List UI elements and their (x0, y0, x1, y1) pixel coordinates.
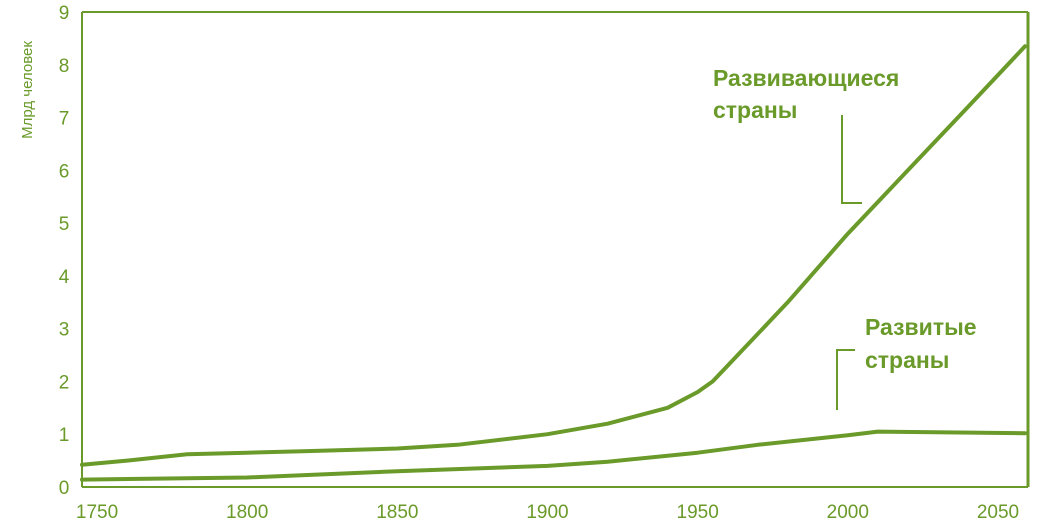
x-tick-label: 1800 (226, 502, 268, 523)
y-tick-label: 8 (59, 56, 70, 77)
y-tick-label: 4 (59, 267, 70, 288)
y-tick-label: 9 (59, 3, 70, 24)
series-label-developing-line2: страны (713, 97, 797, 123)
label-developing: Развивающиеся страны (713, 65, 899, 204)
axes (81, 11, 1030, 488)
series-label-developed-line1: Развитые (865, 314, 977, 340)
label-leader-developing (841, 115, 862, 204)
x-tick-label: 1750 (76, 502, 118, 523)
x-tick-label: 1950 (677, 502, 719, 523)
y-tick-labels: 0 1 2 3 4 5 6 7 8 9 (59, 3, 70, 499)
series-line-developing (80, 44, 1027, 467)
y-tick-label: 0 (59, 478, 70, 499)
series-lines (80, 44, 1027, 482)
y-tick-label: 6 (59, 161, 70, 182)
x-tick-label: 2000 (827, 502, 869, 523)
y-tick-label: 2 (59, 372, 70, 393)
label-developed: Развитые страны (836, 314, 977, 410)
y-axis-label: Млрд человек (19, 41, 36, 139)
y-tick-label: 1 (59, 425, 70, 446)
x-tick-label: 2050 (977, 502, 1019, 523)
series-label-developing-line1: Развивающиеся (713, 65, 899, 91)
series-line-developed (80, 429, 1027, 482)
series-label-developed-line2: страны (865, 347, 949, 373)
y-tick-label: 3 (59, 320, 70, 341)
y-tick-label: 5 (59, 214, 70, 235)
y-tick-label: 7 (59, 109, 70, 130)
x-tick-labels: 1750 1800 1850 1900 1950 2000 2050 (76, 502, 1019, 523)
x-tick-label: 1850 (376, 502, 418, 523)
x-tick-label: 1900 (526, 502, 568, 523)
label-leader-developed (836, 349, 855, 410)
